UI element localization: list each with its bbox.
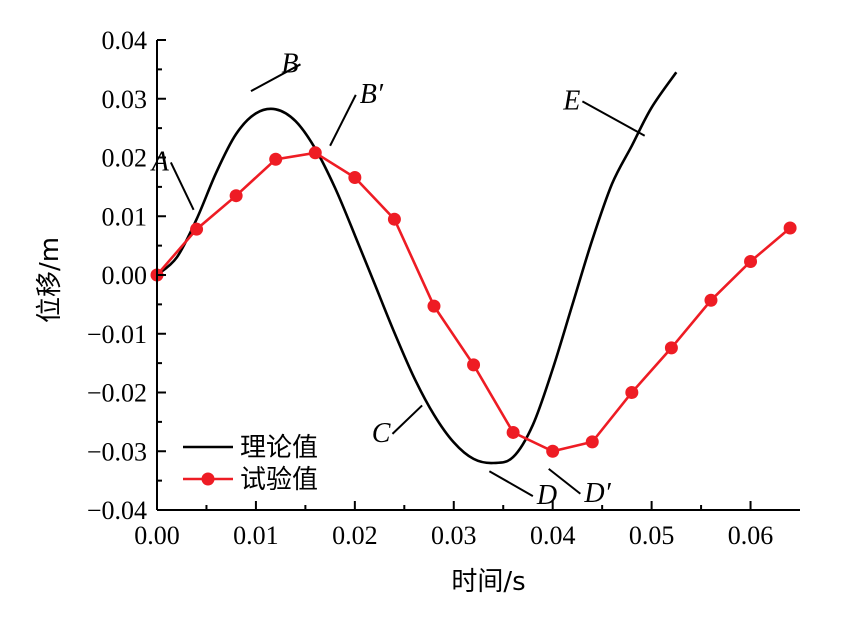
series-experiment-point (664, 341, 678, 355)
series-experiment-line (156, 151, 791, 453)
legend-marker-experiment (201, 472, 215, 486)
y-tick-label: −0.04 (87, 496, 147, 525)
y-tick-label: −0.01 (87, 320, 147, 349)
x-tick-label: 0.06 (728, 521, 774, 550)
annotation-label: B (281, 48, 298, 79)
series-experiment-point (348, 170, 362, 184)
annotation-label: D′ (583, 478, 611, 509)
annotation-label: E (562, 85, 580, 116)
series-experiment-point (387, 212, 401, 226)
series-experiment-point (467, 358, 481, 372)
series-experiment-point (269, 152, 283, 166)
x-tick-label: 0.03 (431, 521, 477, 550)
series-experiment-point (229, 189, 243, 203)
annotation-leader (581, 100, 646, 137)
x-tick-label: 0.04 (530, 521, 576, 550)
annotation-label: D (536, 480, 557, 511)
series-experiment-point (783, 221, 797, 235)
annotation-leader (391, 404, 423, 435)
series-experiment-point (506, 425, 520, 439)
y-tick-label: 0.03 (102, 85, 148, 114)
y-tick-label: 0.04 (102, 26, 148, 55)
x-tick-label: 0.02 (332, 521, 378, 550)
annotation-label: B′ (360, 79, 384, 110)
series-theory-line (156, 71, 678, 465)
series-experiment-point (704, 293, 718, 307)
series-experiment-point (625, 386, 639, 399)
y-tick-label: 0.02 (102, 144, 148, 173)
annotation-leader (329, 94, 357, 147)
legend-label-theory: 理论值 (240, 433, 318, 463)
series-experiment-point (190, 222, 204, 236)
annotation-label: C (372, 418, 391, 449)
annotation-leader (548, 468, 581, 495)
series-experiment-point (427, 299, 441, 313)
y-tick-label: −0.02 (87, 379, 147, 408)
legend-label-experiment: 试验值 (240, 465, 318, 495)
y-tick-label: 0.00 (102, 261, 148, 290)
annotation-label: A (150, 146, 170, 177)
y-tick-label: 0.01 (102, 202, 148, 231)
x-axis-title: 时间/s (451, 567, 525, 597)
y-tick-label: −0.03 (87, 437, 147, 466)
x-tick-label: 0.00 (134, 521, 180, 550)
series-experiment-point (546, 444, 560, 458)
annotation-layer: A B B′ C D D′ E (150, 48, 646, 511)
x-tick-label: 0.05 (629, 521, 675, 550)
y-axis-title: 位移/m (35, 237, 65, 323)
axes-layer: 0.00 0.01 0.02 0.03 0.04 0.05 0.06 −0.04 −0.03 −0… (87, 26, 800, 550)
annotation-leader (169, 161, 195, 211)
series-experiment-point (744, 254, 758, 268)
annotation-leader (488, 470, 534, 497)
series-layer (150, 71, 797, 465)
legend: 理论值 试验值 (183, 433, 318, 495)
x-tick-label: 0.01 (233, 521, 279, 550)
series-experiment-point (585, 435, 599, 449)
annotation-leader (250, 63, 301, 92)
series-experiment-point (308, 146, 322, 160)
